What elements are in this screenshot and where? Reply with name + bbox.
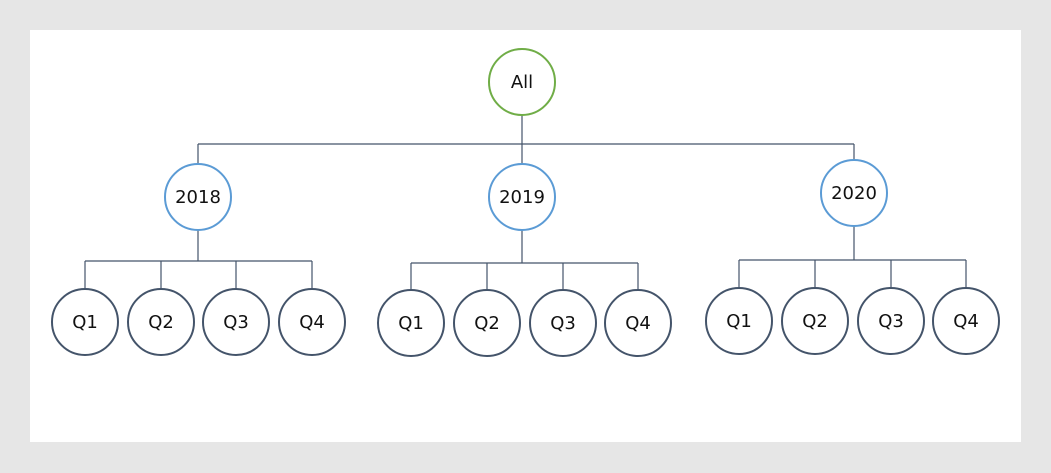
node-year-2020-label: 2020: [831, 183, 877, 204]
node-all-circle: [488, 48, 556, 116]
node-2020-q1-circle: [705, 287, 773, 355]
node-2019-q1-label: Q1: [398, 313, 424, 334]
node-2018-q4-circle: [278, 288, 346, 356]
node-year-2018-circle: [164, 163, 232, 231]
node-2018-q2-circle: [127, 288, 195, 356]
node-2020-q4-label: Q4: [953, 311, 979, 332]
node-2020-q3-circle: [857, 287, 925, 355]
node-2019-q2-circle: [453, 289, 521, 357]
node-2019-q3-label: Q3: [550, 313, 576, 334]
node-year-2018-label: 2018: [175, 187, 221, 208]
node-2019-q4-label: Q4: [625, 313, 651, 334]
node-2020-q2-label: Q2: [802, 311, 828, 332]
node-2019-q4-circle: [604, 289, 672, 357]
node-2018-q4-label: Q4: [299, 312, 325, 333]
node-2018-q2-label: Q2: [148, 312, 174, 333]
node-2018-q1-label: Q1: [72, 312, 98, 333]
node-2018-q3-label: Q3: [223, 312, 249, 333]
node-2020-q1-label: Q1: [726, 311, 752, 332]
node-year-2019-circle: [488, 163, 556, 231]
node-2019-q2-label: Q2: [474, 313, 500, 334]
node-2020-q4-circle: [932, 287, 1000, 355]
node-2020-q3-label: Q3: [878, 311, 904, 332]
node-year-2019-label: 2019: [499, 187, 545, 208]
node-year-2020-circle: [820, 159, 888, 227]
node-2020-q2-circle: [781, 287, 849, 355]
node-2019-q3-circle: [529, 289, 597, 357]
node-2018-q1-circle: [51, 288, 119, 356]
node-all-label: All: [511, 72, 533, 93]
node-2019-q1-circle: [377, 289, 445, 357]
node-2018-q3-circle: [202, 288, 270, 356]
